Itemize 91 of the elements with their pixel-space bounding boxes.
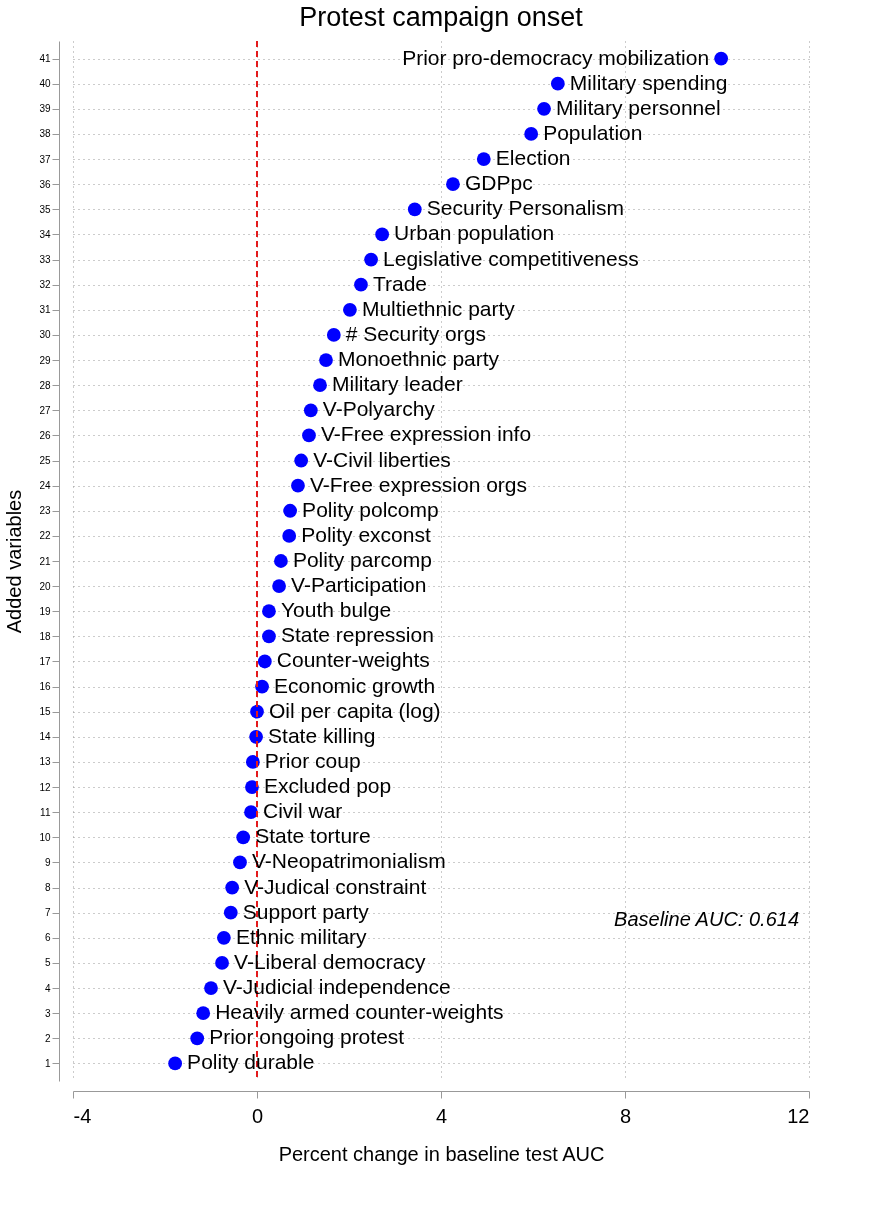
annotation: Heavily armed counter-weights xyxy=(215,1000,504,1024)
annotation: Trade xyxy=(372,271,428,295)
y-tick-label: 3 xyxy=(44,1007,51,1019)
annotation: Security Personalism xyxy=(426,196,625,220)
y-tick-label: 11 xyxy=(40,806,51,818)
annotation: V-Free expression info xyxy=(320,422,532,446)
annotation: # Security orgs xyxy=(345,321,486,345)
y-tick-label: 21 xyxy=(39,555,51,567)
annotation: Legislative competitiveness xyxy=(383,246,639,270)
y-tick-label: 17 xyxy=(39,655,51,667)
y-tick-label: 26 xyxy=(39,429,51,441)
y-tick-label: 7 xyxy=(44,907,51,919)
y-tick-label: 32 xyxy=(39,279,51,291)
y-tick-label: 29 xyxy=(39,354,51,366)
y-axis-title: Added variables xyxy=(3,489,26,634)
annotation: Prior coup xyxy=(264,748,361,772)
y-tick-label: 22 xyxy=(39,530,51,542)
annotation: Election xyxy=(495,146,571,170)
y-tick-label: 18 xyxy=(39,630,51,642)
annotation: V-Neopatrimonialism xyxy=(251,849,446,873)
y-tick-label: 4 xyxy=(44,982,51,994)
annotation: Polity polcomp xyxy=(302,497,439,521)
y-tick-label: 28 xyxy=(39,379,51,391)
annotation: V-Polyarchy xyxy=(322,397,436,421)
annotation: Excluded pop xyxy=(263,774,392,798)
y-tick-label: 34 xyxy=(39,228,51,240)
y-tick-label: 25 xyxy=(39,455,51,467)
annotation: V-Judicial independence xyxy=(223,975,451,999)
y-tick-label: 38 xyxy=(39,128,51,140)
y-tick-label: 30 xyxy=(39,329,51,341)
annotation: Military leader xyxy=(332,372,463,396)
annotation: State torture xyxy=(255,824,371,848)
y-tick-label: 2 xyxy=(44,1032,51,1044)
y-tick-label: 19 xyxy=(39,605,51,617)
annotation: Polity parcomp xyxy=(292,548,432,571)
y-tick-label: 1 xyxy=(44,1057,51,1069)
annotation: Military spending xyxy=(569,70,728,94)
y-tick-label: 9 xyxy=(44,856,51,868)
y-tick-label: 12 xyxy=(39,781,51,793)
y-tick-label: 23 xyxy=(39,505,51,517)
y-tick-label: 39 xyxy=(39,103,51,115)
y-tick-label: 14 xyxy=(39,731,51,743)
y-tick-label: 24 xyxy=(39,480,51,492)
annotation: Support party xyxy=(242,899,370,923)
x-tick-label: 0 xyxy=(251,1104,264,1127)
annotation: GDPpc xyxy=(464,171,533,195)
annotation: Baseline AUC: 0.614 xyxy=(614,907,799,930)
annotation: Youth bulge xyxy=(280,598,392,622)
x-tick-label: 8 xyxy=(619,1104,632,1127)
y-tick-label: 8 xyxy=(44,882,51,894)
annotation: V-Civil liberties xyxy=(313,447,451,471)
x-tick-label: 12 xyxy=(787,1104,810,1127)
y-tick-label: 20 xyxy=(39,580,51,592)
x-tick-label: -4 xyxy=(73,1104,92,1127)
annotation: V-Judical constraint xyxy=(244,874,427,898)
y-tick-label: 33 xyxy=(39,254,51,266)
annotation: V-Free expression orgs xyxy=(309,472,528,496)
y-tick-label: 36 xyxy=(39,178,51,190)
y-tick-label: 15 xyxy=(39,706,51,718)
y-tick-label: 31 xyxy=(39,304,51,316)
annotation: Military personnel xyxy=(556,95,721,119)
y-tick-label: 10 xyxy=(39,831,51,843)
annotation: Polity exconst xyxy=(301,522,431,546)
annotation: Monoethnic party xyxy=(338,347,500,371)
annotation: State killing xyxy=(268,723,376,747)
y-tick-label: 13 xyxy=(39,756,51,768)
x-axis-title: Percent change in baseline test AUC xyxy=(278,1142,605,1165)
annotation: V-Participation xyxy=(291,573,427,597)
annotation: V-Liberal democracy xyxy=(234,949,426,973)
annotation: Polity durable xyxy=(187,1050,315,1074)
y-tick-label: 37 xyxy=(39,153,51,165)
x-tick-label: 4 xyxy=(435,1104,448,1127)
annotation: Oil per capita (log) xyxy=(269,698,441,722)
annotation: Prior pro-democracy mobilization xyxy=(402,45,710,69)
y-tick-label: 35 xyxy=(39,203,51,215)
y-tick-label: 16 xyxy=(39,681,51,693)
annotation: Civil war xyxy=(263,799,343,823)
y-tick-label: 41 xyxy=(39,53,51,65)
annotation: Ethnic military xyxy=(235,924,368,948)
y-tick-label: 27 xyxy=(39,404,51,416)
annotation: Economic growth xyxy=(274,673,436,697)
annotation: Multiethnic party xyxy=(361,296,516,320)
annotation: Prior ongoing protest xyxy=(209,1025,405,1049)
y-tick-label: 40 xyxy=(39,78,51,90)
annotation: Counter-weights xyxy=(276,648,430,672)
annotation: Urban population xyxy=(394,221,555,245)
annotation: State repression xyxy=(280,623,434,647)
y-tick-label: 5 xyxy=(44,957,51,969)
y-tick-label: 6 xyxy=(44,932,51,944)
annotation: Population xyxy=(543,120,643,144)
chart-title: Protest campaign onset xyxy=(299,2,584,32)
